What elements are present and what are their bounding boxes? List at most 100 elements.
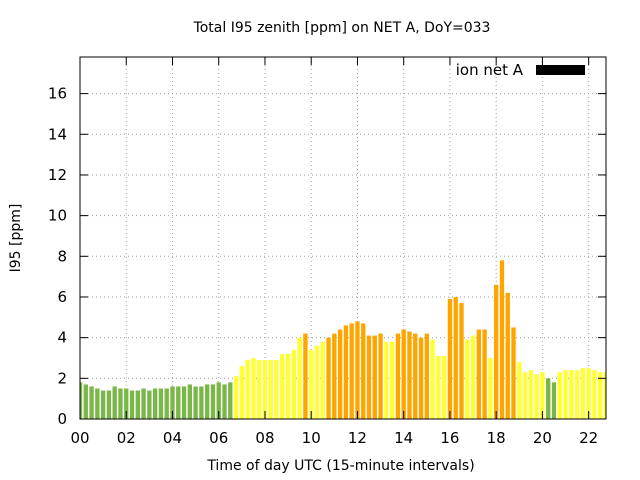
bar [580,368,586,419]
bar [332,333,337,419]
bar [499,260,505,419]
x-tick-label: 06 [209,429,228,447]
grid-lines [80,57,606,419]
y-tick-label: 16 [48,85,67,103]
legend: ion net A [456,61,585,79]
bar [257,360,262,419]
bar [407,331,412,419]
bar [569,370,574,419]
bar [80,382,83,419]
x-tick-label: 18 [487,429,506,447]
bar [598,372,603,419]
bar [176,386,181,419]
bar [274,360,279,419]
bar [187,384,192,419]
bar [453,296,458,419]
x-tick-label: 16 [440,429,459,447]
legend-swatch [536,65,585,75]
chart-title: Total I95 zenith [ppm] on NET A, DoY=033 [193,20,491,36]
y-tick-label: 12 [48,166,67,184]
legend-label: ion net A [456,61,524,79]
bar [586,368,591,419]
bar [488,357,493,419]
bar [337,329,343,419]
bar [222,384,227,419]
bar [401,329,406,419]
bar [95,388,100,419]
x-tick-labels: 00 02 04 06 08 10 12 14 16 18 20 22 [70,429,598,447]
bar [546,378,551,419]
bar [557,372,562,419]
bar [494,284,499,419]
bar [251,357,256,419]
bar [285,353,291,419]
x-tick-label: 02 [117,429,136,447]
bar [152,388,158,419]
bar [112,386,117,419]
bar [349,323,354,419]
bar [216,382,221,419]
bar [129,390,135,419]
bar [592,370,597,419]
bar [210,384,216,419]
bar [164,388,169,419]
x-tick-label: 08 [255,429,274,447]
bar [424,333,429,419]
bar [378,333,383,419]
bars [80,260,606,419]
bar [135,390,140,419]
bar [528,370,534,419]
bar [465,339,470,419]
bar [326,337,331,419]
bar [355,321,360,419]
bar [551,382,557,419]
x-axis-label: Time of day UTC (15-minute intervals) [206,458,474,474]
bar [83,384,88,419]
bar [447,299,453,419]
x-tick-label: 20 [533,429,552,447]
bar [297,337,302,419]
bar [413,333,418,419]
bar [170,386,175,419]
bar [268,360,273,419]
y-tick-label: 14 [48,125,67,143]
bar [100,390,106,419]
bar [436,355,441,419]
bar [574,370,580,419]
bar [158,388,164,419]
bar [280,353,285,419]
y-tick-label: 6 [57,288,67,306]
bar [540,372,545,419]
bar [124,388,129,419]
bar [563,370,568,419]
y-tick-labels: 0 2 4 6 8 10 12 14 16 [48,85,67,428]
x-tick-label: 10 [302,429,321,447]
bar [482,329,487,419]
bar [372,335,377,419]
bar [343,325,349,419]
bar [245,360,250,419]
bar [141,388,146,419]
bar [320,341,325,419]
bar [205,384,210,419]
y-tick-label: 4 [57,329,67,347]
x-tick-label: 22 [579,429,598,447]
x-tick-label: 12 [348,429,367,447]
x-tick-label: 00 [70,429,89,447]
bar [470,335,476,419]
bar [395,333,401,419]
bar [239,366,245,419]
axis-ticks [79,57,606,420]
bar [106,390,112,419]
bar [181,386,187,419]
bar [233,376,239,419]
bar [384,341,389,419]
bar [228,382,233,419]
bar [291,349,297,419]
bar [441,355,447,419]
x-tick-label: 14 [394,429,413,447]
bar [459,303,464,419]
bar [89,386,94,419]
bar [505,292,510,419]
